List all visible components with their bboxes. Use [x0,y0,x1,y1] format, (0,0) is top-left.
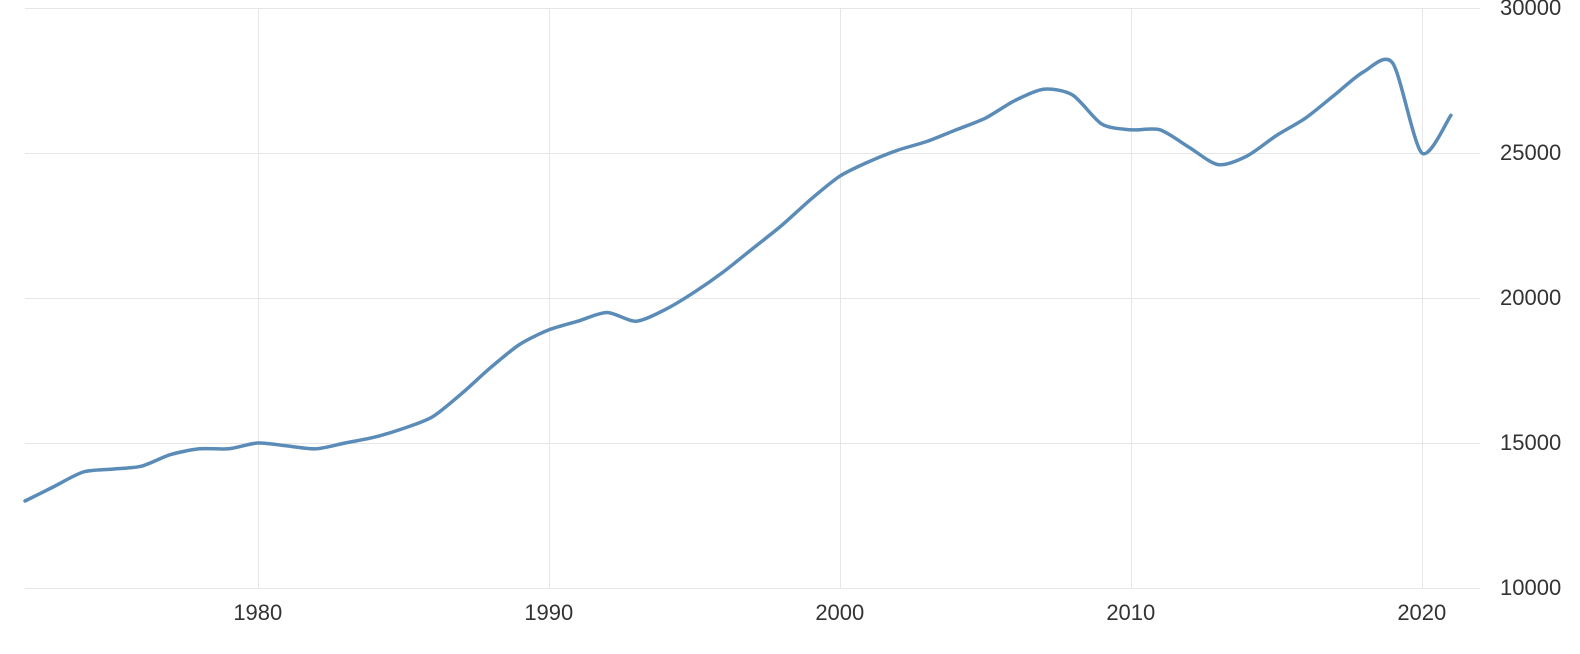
y-tick-label: 30000 [1490,0,1561,21]
data-line [25,59,1451,501]
gridline-horizontal [25,588,1480,589]
line-chart: 10000 15000 20000 25000 30000 1980 1990 2000 201… [0,0,1580,654]
y-tick-label: 15000 [1490,430,1561,456]
x-tick-label: 2000 [815,600,864,626]
x-tick-label: 2020 [1397,600,1446,626]
x-tick-label: 1990 [524,600,573,626]
x-tick-label: 1980 [233,600,282,626]
x-tick-label: 2010 [1106,600,1155,626]
plot-area [25,8,1480,588]
y-tick-label: 20000 [1490,285,1561,311]
chart-svg [25,8,1480,588]
y-tick-label: 10000 [1490,575,1561,601]
y-tick-label: 25000 [1490,140,1561,166]
